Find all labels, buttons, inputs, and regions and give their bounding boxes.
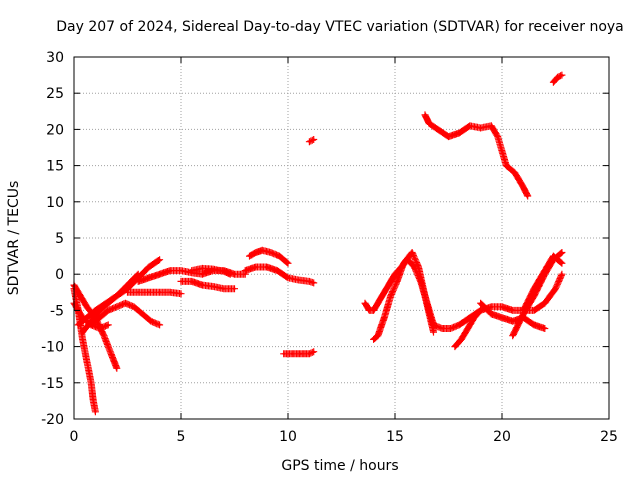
series-arc-12: [246, 246, 292, 267]
y-tick-label: 10: [46, 195, 64, 211]
x-tick-label: 5: [177, 429, 186, 445]
series-markers: [549, 71, 566, 86]
series-arc-6: [87, 299, 164, 329]
series-markers: [421, 111, 532, 200]
series-markers: [280, 348, 318, 358]
y-tick-label: -10: [41, 340, 64, 356]
series-markers: [305, 136, 318, 146]
plot-points: [70, 71, 566, 416]
series-arc-13: [280, 348, 318, 358]
chart-title: Day 207 of 2024, Sidereal Day-to-day VTE…: [56, 19, 624, 35]
grid: [74, 57, 609, 419]
series-arc-22: [519, 252, 566, 314]
series-markers: [188, 264, 234, 278]
y-tick-label: -20: [41, 412, 64, 428]
series-arc-11: [241, 263, 318, 287]
x-tick-label: 20: [493, 429, 511, 445]
y-tick-label: 5: [55, 231, 64, 247]
series-markers: [124, 288, 185, 298]
y-tick-label: -5: [50, 303, 64, 319]
x-tick-label: 25: [600, 429, 618, 445]
y-tick-label: 25: [46, 86, 64, 102]
series-markers: [177, 277, 238, 293]
y-tick-label: 20: [46, 122, 64, 138]
x-tick-label: 10: [279, 429, 297, 445]
series-arc-17: [421, 111, 532, 200]
y-tick-label: 15: [46, 159, 64, 175]
series-markers: [246, 246, 292, 267]
series-markers: [370, 249, 437, 343]
x-tick-label: 0: [70, 429, 79, 445]
series-arc-19: [451, 306, 485, 351]
x-axis-label: GPS time / hours: [281, 458, 398, 474]
series-markers: [451, 306, 485, 351]
series-markers: [519, 252, 566, 314]
series-arc-14: [305, 136, 318, 146]
series-markers: [241, 263, 318, 287]
series-arc-16: [370, 249, 437, 343]
series-arc-10: [188, 264, 234, 278]
series-arc-23: [549, 71, 566, 86]
series-markers: [87, 299, 164, 329]
series-arc-7: [124, 288, 185, 298]
y-axis-label: SDTVAR / TECUs: [6, 181, 22, 296]
x-tick-label: 15: [386, 429, 404, 445]
y-tick-label: -15: [41, 376, 64, 392]
y-tick-label: 0: [55, 267, 64, 283]
series-arc-9: [177, 277, 238, 293]
y-tick-label: 30: [46, 50, 64, 66]
axis-ticks: 0 5 10 15 20 25 -20 -15 -10 -5 0 5 10 15 20 25 30: [41, 50, 618, 445]
